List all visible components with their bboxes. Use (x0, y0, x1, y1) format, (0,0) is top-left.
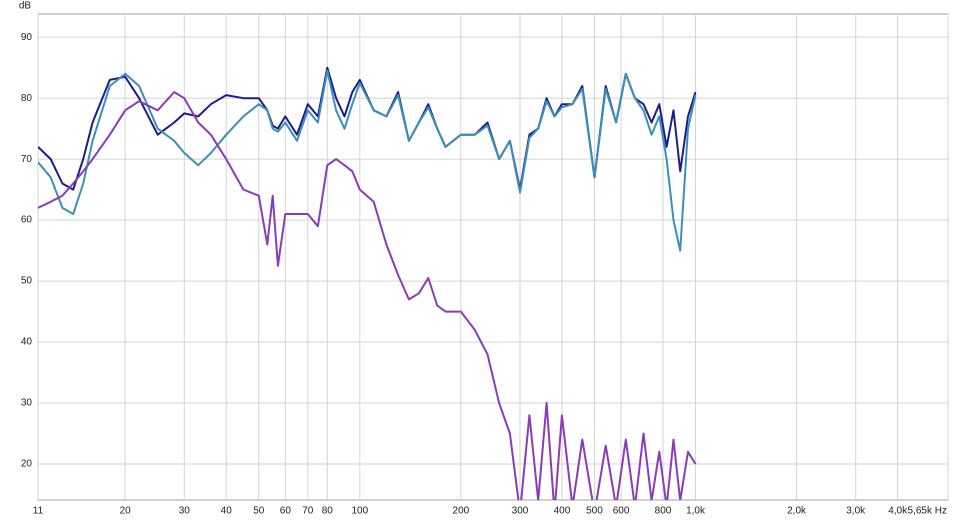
x-tick-label: 3,0k (846, 506, 866, 517)
x-tick-label: 400 (554, 506, 571, 517)
x-tick-label: 60 (280, 506, 292, 517)
series-line (38, 91, 697, 500)
x-tick-label: 20 (120, 506, 132, 517)
x-tick-label: 300 (512, 506, 529, 517)
y-tick-label: 80 (21, 93, 33, 104)
x-tick-label: 4,0k (888, 506, 908, 517)
x-tick-label: 70 (302, 506, 314, 517)
y-tick-label: 30 (21, 398, 33, 409)
x-tick-label: 500 (586, 506, 603, 517)
x-tick-label: 11 (33, 506, 44, 517)
y-axis-label: dB (19, 1, 32, 12)
x-tick-label: 200 (453, 506, 470, 517)
x-tick-label: 2,0k (787, 506, 807, 517)
x-tick-label: 1,0k (686, 506, 706, 517)
y-tick-label: 90 (21, 32, 33, 43)
x-tick-label: 100 (351, 506, 368, 517)
x-tick-label: 30 (179, 506, 191, 517)
x-tick-label: 40 (221, 506, 233, 517)
y-tick-label: 20 (21, 459, 33, 470)
series-line (38, 69, 697, 252)
y-tick-label: 50 (21, 276, 33, 287)
lines (38, 66, 697, 500)
x-tick-label: 5,65k Hz (908, 506, 947, 517)
y-tick-label: 40 (21, 337, 33, 348)
x-tick-label: 50 (253, 506, 265, 517)
x-tick-label: 80 (322, 506, 334, 517)
y-tick-label: 70 (21, 154, 33, 165)
x-tick-label: 800 (655, 506, 672, 517)
plot-area (37, 13, 949, 501)
x-tick-label: 600 (613, 506, 630, 517)
y-tick-label: 60 (21, 215, 33, 226)
